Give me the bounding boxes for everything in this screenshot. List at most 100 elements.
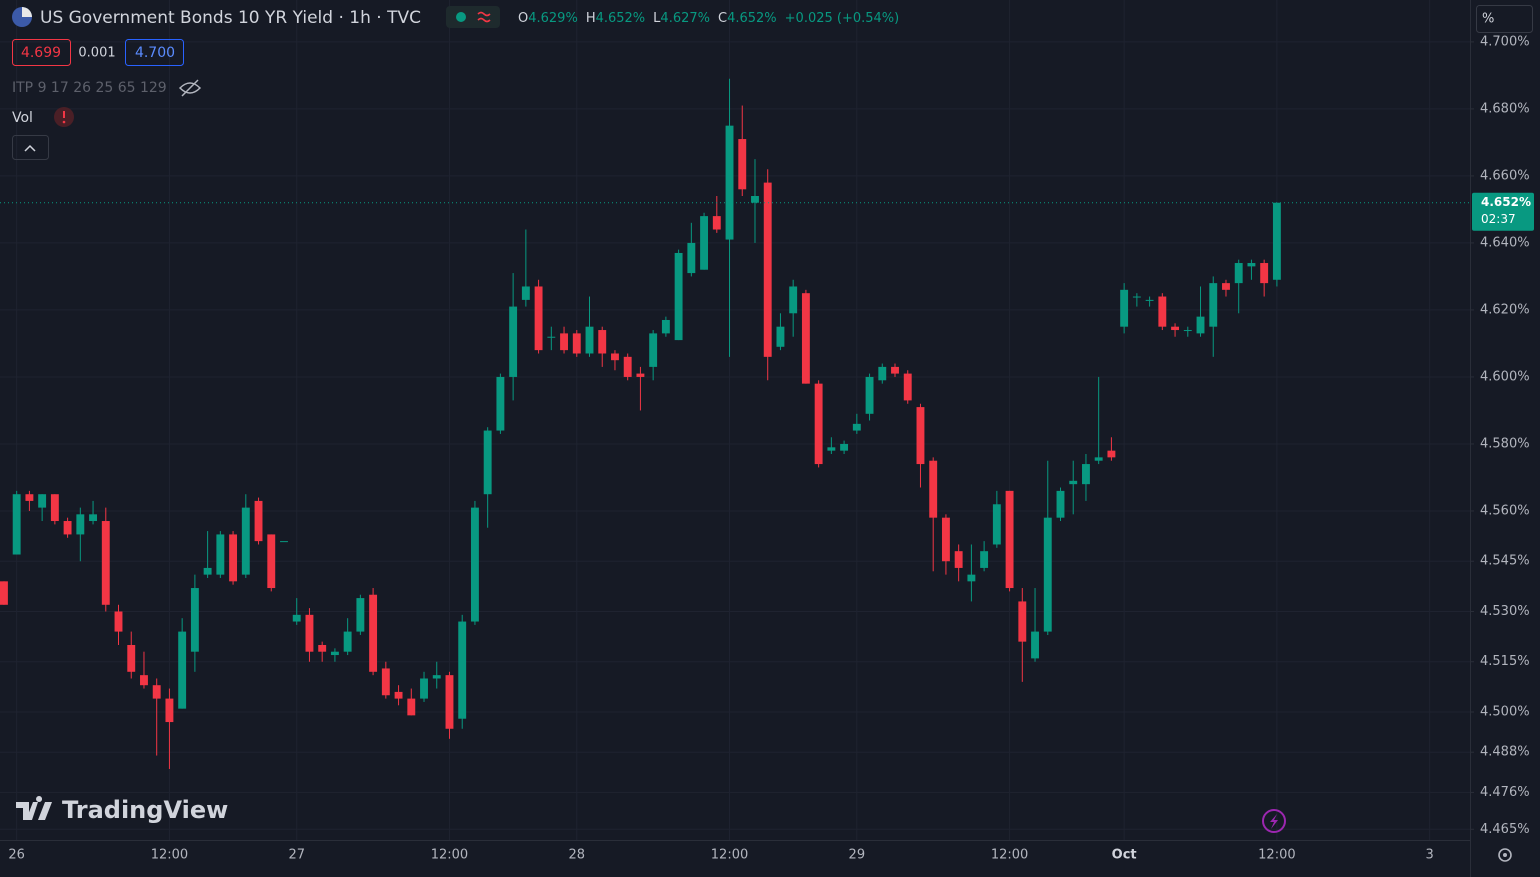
candle-body	[496, 376, 505, 431]
candle-body	[63, 521, 72, 535]
candle-body	[458, 621, 467, 719]
candle-body	[292, 614, 301, 622]
candle-body	[738, 139, 747, 190]
candle-body	[1145, 299, 1154, 301]
warning-icon	[62, 120, 66, 124]
y-tick-label: 4.620%	[1480, 302, 1530, 317]
candle-body	[649, 333, 658, 367]
ohlc-legend: O4.629% H4.652% L4.627% C4.652% +0.025 (+0.5…	[518, 11, 899, 26]
bid-box[interactable]	[12, 39, 71, 66]
candle-body	[127, 644, 136, 672]
candle-body	[878, 366, 887, 381]
x-tick-label: 26	[8, 848, 25, 863]
candle-body	[929, 460, 938, 518]
symbol-title[interactable]: US Government Bonds 10 YR Yield · 1h · T…	[40, 8, 421, 28]
candle-body	[101, 521, 110, 605]
x-tick-label: Oct	[1112, 848, 1137, 863]
candle-body	[89, 514, 97, 522]
legend-value: 4.627%	[660, 11, 710, 26]
legend-key: O	[518, 11, 528, 26]
candle-body	[1260, 263, 1269, 284]
candle-body	[50, 494, 59, 522]
candle-body	[941, 517, 950, 562]
candle-body	[700, 216, 709, 270]
candle-body	[623, 356, 632, 377]
candle-body	[1209, 283, 1218, 327]
candle-body	[1132, 296, 1141, 298]
logo-text[interactable]: TradingView	[62, 796, 228, 824]
candle-body	[763, 182, 772, 357]
y-tick-label: 4.660%	[1480, 168, 1530, 183]
spread: 0.001	[78, 46, 115, 61]
y-tick-label: 4.515%	[1480, 654, 1530, 669]
legend-key: C	[718, 11, 727, 26]
candle-body	[445, 675, 454, 729]
candle-body	[1005, 490, 1014, 589]
x-tick-label: 12:00	[431, 848, 468, 863]
chevron-icon	[24, 144, 36, 152]
candle-body	[114, 611, 123, 632]
logo-icon	[16, 796, 43, 820]
ask-box[interactable]	[125, 39, 184, 66]
candle-body	[1158, 296, 1167, 327]
price-label: 4.652%	[1481, 195, 1531, 209]
candle-body	[432, 675, 441, 679]
candle-body	[611, 353, 619, 361]
candle-body	[547, 336, 556, 338]
candle-body	[483, 430, 492, 495]
candle-body	[330, 651, 339, 656]
candle-body	[1222, 283, 1230, 290]
status-badge[interactable]	[446, 6, 500, 28]
bid-price: 4.699	[21, 45, 61, 61]
x-tick-label: 29	[849, 848, 866, 863]
market-open-icon	[456, 12, 466, 22]
candle-body	[178, 631, 187, 709]
candle-body	[12, 494, 21, 555]
candle-body	[1018, 601, 1027, 642]
ask-price: 4.700	[135, 45, 175, 61]
price-label-box	[1472, 192, 1534, 231]
delayed-icon	[477, 11, 491, 23]
collapse-button[interactable]	[12, 135, 49, 160]
candle-body	[776, 326, 785, 347]
candle-body	[140, 675, 148, 686]
candle-body	[534, 286, 543, 351]
legend-value: 4.652%	[727, 11, 777, 26]
volume-label[interactable]: Vol	[12, 110, 33, 126]
candle-body	[814, 383, 823, 465]
x-tick-label: 12:00	[1258, 848, 1295, 863]
candle-body	[1082, 464, 1090, 485]
candle-body	[509, 306, 518, 377]
candle-body	[1031, 631, 1039, 659]
indicator-label[interactable]: ITP 9 17 26 25 65 129	[12, 80, 167, 96]
x-tick-label: 12:00	[151, 848, 188, 863]
candle-body	[674, 252, 683, 341]
hidden-icon[interactable]	[178, 79, 202, 97]
candle-body	[381, 668, 390, 696]
candle-body	[356, 598, 365, 632]
candle-body	[1094, 457, 1103, 461]
scale-unit: %	[1482, 12, 1494, 27]
candle-body	[407, 698, 416, 716]
y-tick-label: 4.600%	[1480, 369, 1530, 384]
x-tick-label: 28	[568, 848, 585, 863]
legend-key: H	[586, 11, 596, 26]
candle-body	[343, 631, 352, 652]
candle-body	[394, 691, 403, 699]
y-tick-label: 4.488%	[1480, 745, 1530, 760]
y-tick-label: 4.640%	[1480, 235, 1530, 250]
candle-body	[840, 443, 849, 451]
scale-mode-button[interactable]	[1476, 5, 1533, 33]
candle-body	[725, 125, 734, 240]
candle-body	[216, 534, 225, 575]
candle-body	[712, 216, 721, 230]
candle-body	[891, 366, 899, 374]
candle-body	[865, 376, 874, 414]
y-tick-label: 4.680%	[1480, 101, 1530, 116]
y-tick-label: 4.580%	[1480, 436, 1530, 451]
settings-button[interactable]	[1498, 848, 1512, 862]
candle-body	[751, 196, 759, 203]
lightning-button[interactable]	[1262, 809, 1286, 833]
candle-body	[241, 507, 250, 575]
